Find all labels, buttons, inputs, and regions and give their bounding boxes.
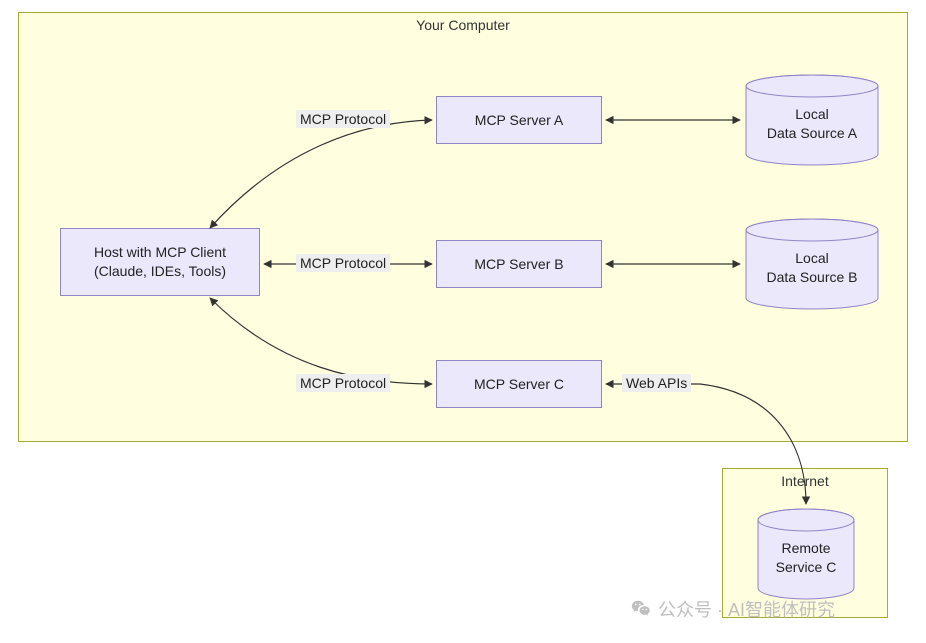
node-host-line1: Host with MCP Client [94, 243, 226, 262]
node-server-a: MCP Server A [436, 96, 602, 144]
dsA-line1: Local [767, 105, 857, 124]
node-remote-service-c: Remote Service C [756, 508, 856, 600]
watermark: 公众号 · AI智能体研究 [630, 596, 835, 622]
dsB-line1: Local [766, 249, 857, 268]
node-server-a-label: MCP Server A [475, 111, 563, 130]
edge-label-host-a: MCP Protocol [296, 110, 390, 128]
node-server-c-label: MCP Server C [474, 375, 564, 394]
node-data-source-a: Local Data Source A [744, 74, 880, 166]
node-host: Host with MCP Client (Claude, IDEs, Tool… [60, 228, 260, 296]
remoteC-line1: Remote [776, 539, 837, 558]
node-data-source-b: Local Data Source B [744, 218, 880, 310]
node-server-b: MCP Server B [436, 240, 602, 288]
node-server-b-label: MCP Server B [474, 255, 563, 274]
dsB-line2: Data Source B [766, 268, 857, 287]
edge-label-host-c: MCP Protocol [296, 374, 390, 392]
dsA-line2: Data Source A [767, 124, 857, 143]
node-host-line2: (Claude, IDEs, Tools) [94, 262, 226, 281]
edge-label-web-apis: Web APIs [622, 374, 691, 392]
node-server-c: MCP Server C [436, 360, 602, 408]
edge-label-host-b: MCP Protocol [296, 254, 390, 272]
wechat-icon [630, 598, 652, 620]
watermark-text: 公众号 · AI智能体研究 [658, 596, 835, 622]
remoteC-line2: Service C [776, 558, 837, 577]
container-title-computer: Your Computer [416, 17, 510, 33]
container-title-internet: Internet [781, 473, 828, 489]
